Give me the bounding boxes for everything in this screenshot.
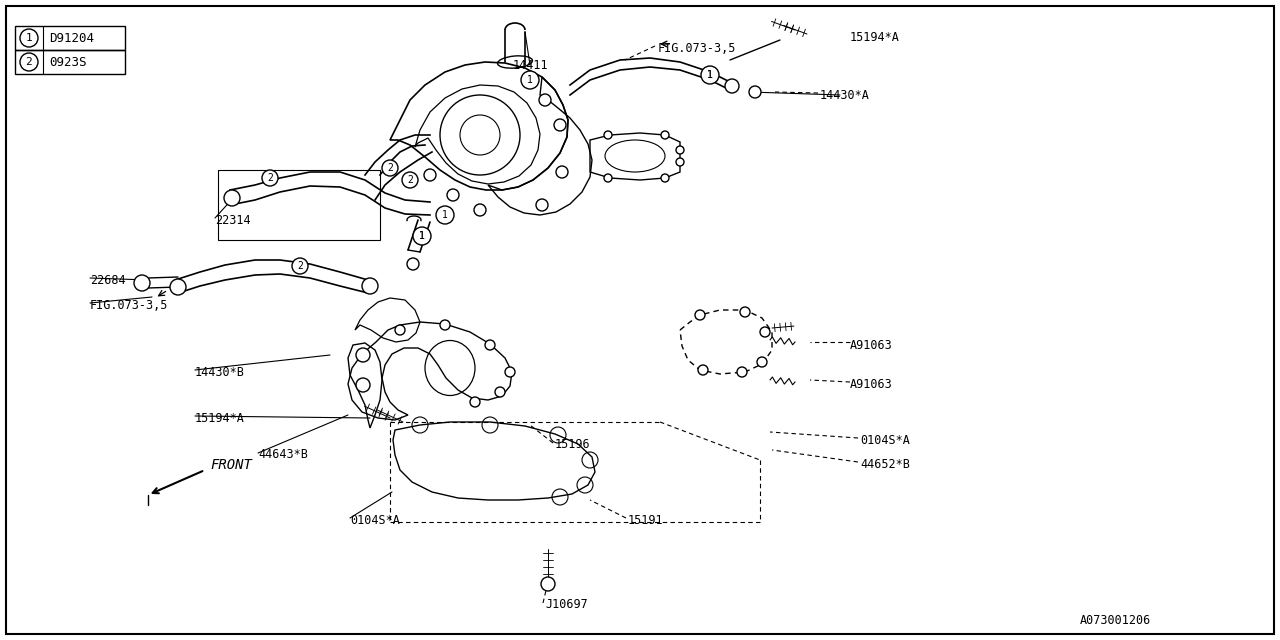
Circle shape xyxy=(698,365,708,375)
Circle shape xyxy=(474,204,486,216)
Circle shape xyxy=(749,86,762,98)
Text: FIG.073-3,5: FIG.073-3,5 xyxy=(90,298,169,312)
Bar xyxy=(15,50,125,74)
Text: A91063: A91063 xyxy=(850,378,892,392)
Circle shape xyxy=(356,378,370,392)
Circle shape xyxy=(413,228,430,244)
Circle shape xyxy=(737,367,748,377)
Text: 44652*B: 44652*B xyxy=(860,458,910,472)
Circle shape xyxy=(20,29,38,47)
Text: 2: 2 xyxy=(268,173,273,183)
Text: 1: 1 xyxy=(26,33,32,43)
Circle shape xyxy=(556,166,568,178)
Text: 1: 1 xyxy=(527,75,532,85)
Circle shape xyxy=(262,170,278,186)
Circle shape xyxy=(604,174,612,182)
Circle shape xyxy=(604,131,612,139)
Text: 15194*A: 15194*A xyxy=(195,412,244,424)
Circle shape xyxy=(224,190,241,206)
Text: 0104S*A: 0104S*A xyxy=(349,513,399,527)
Text: 14411: 14411 xyxy=(512,58,548,72)
Circle shape xyxy=(292,258,308,274)
Bar xyxy=(15,26,125,50)
Text: 2: 2 xyxy=(407,175,413,185)
Text: J10697: J10697 xyxy=(545,598,588,611)
Circle shape xyxy=(521,71,539,89)
Text: 1: 1 xyxy=(707,70,713,80)
Circle shape xyxy=(495,387,506,397)
Text: 14430*A: 14430*A xyxy=(820,88,870,102)
Circle shape xyxy=(695,310,705,320)
Text: 15196: 15196 xyxy=(556,438,590,451)
Circle shape xyxy=(760,327,771,337)
Circle shape xyxy=(436,206,454,224)
Text: 2: 2 xyxy=(26,57,32,67)
Text: A91063: A91063 xyxy=(850,339,892,351)
Text: 22684: 22684 xyxy=(90,273,125,287)
Circle shape xyxy=(756,357,767,367)
Circle shape xyxy=(470,397,480,407)
Text: D91204: D91204 xyxy=(49,31,93,45)
Circle shape xyxy=(676,146,684,154)
Circle shape xyxy=(506,367,515,377)
Text: FIG.073-3,5: FIG.073-3,5 xyxy=(658,42,736,54)
Circle shape xyxy=(660,174,669,182)
Circle shape xyxy=(485,340,495,350)
Circle shape xyxy=(20,53,38,71)
Text: 1: 1 xyxy=(419,231,425,241)
Circle shape xyxy=(134,275,150,291)
Text: 1: 1 xyxy=(707,70,713,80)
Text: A073001206: A073001206 xyxy=(1080,614,1151,627)
Circle shape xyxy=(170,279,186,295)
Circle shape xyxy=(396,325,404,335)
Circle shape xyxy=(724,79,739,93)
Circle shape xyxy=(541,577,556,591)
Circle shape xyxy=(440,320,451,330)
Text: 15194*A: 15194*A xyxy=(850,31,900,44)
Circle shape xyxy=(660,131,669,139)
Circle shape xyxy=(701,67,718,83)
Text: 2: 2 xyxy=(387,163,393,173)
Text: 14430*B: 14430*B xyxy=(195,365,244,378)
Circle shape xyxy=(362,278,378,294)
Circle shape xyxy=(740,307,750,317)
Text: 1: 1 xyxy=(419,231,425,241)
Circle shape xyxy=(554,119,566,131)
Text: 0923S: 0923S xyxy=(49,56,87,68)
Circle shape xyxy=(381,160,398,176)
Circle shape xyxy=(536,199,548,211)
Circle shape xyxy=(402,172,419,188)
Text: 2: 2 xyxy=(297,261,303,271)
Circle shape xyxy=(447,189,460,201)
Circle shape xyxy=(539,94,550,106)
Text: 44643*B: 44643*B xyxy=(259,449,308,461)
Text: FRONT: FRONT xyxy=(210,458,252,472)
Circle shape xyxy=(424,169,436,181)
Circle shape xyxy=(407,258,419,270)
Text: 1: 1 xyxy=(442,210,448,220)
Circle shape xyxy=(413,227,431,245)
Text: 15191: 15191 xyxy=(628,513,663,527)
Text: 0104S*A: 0104S*A xyxy=(860,433,910,447)
Text: 22314: 22314 xyxy=(215,214,251,227)
Circle shape xyxy=(676,158,684,166)
Circle shape xyxy=(701,66,719,84)
Circle shape xyxy=(356,348,370,362)
